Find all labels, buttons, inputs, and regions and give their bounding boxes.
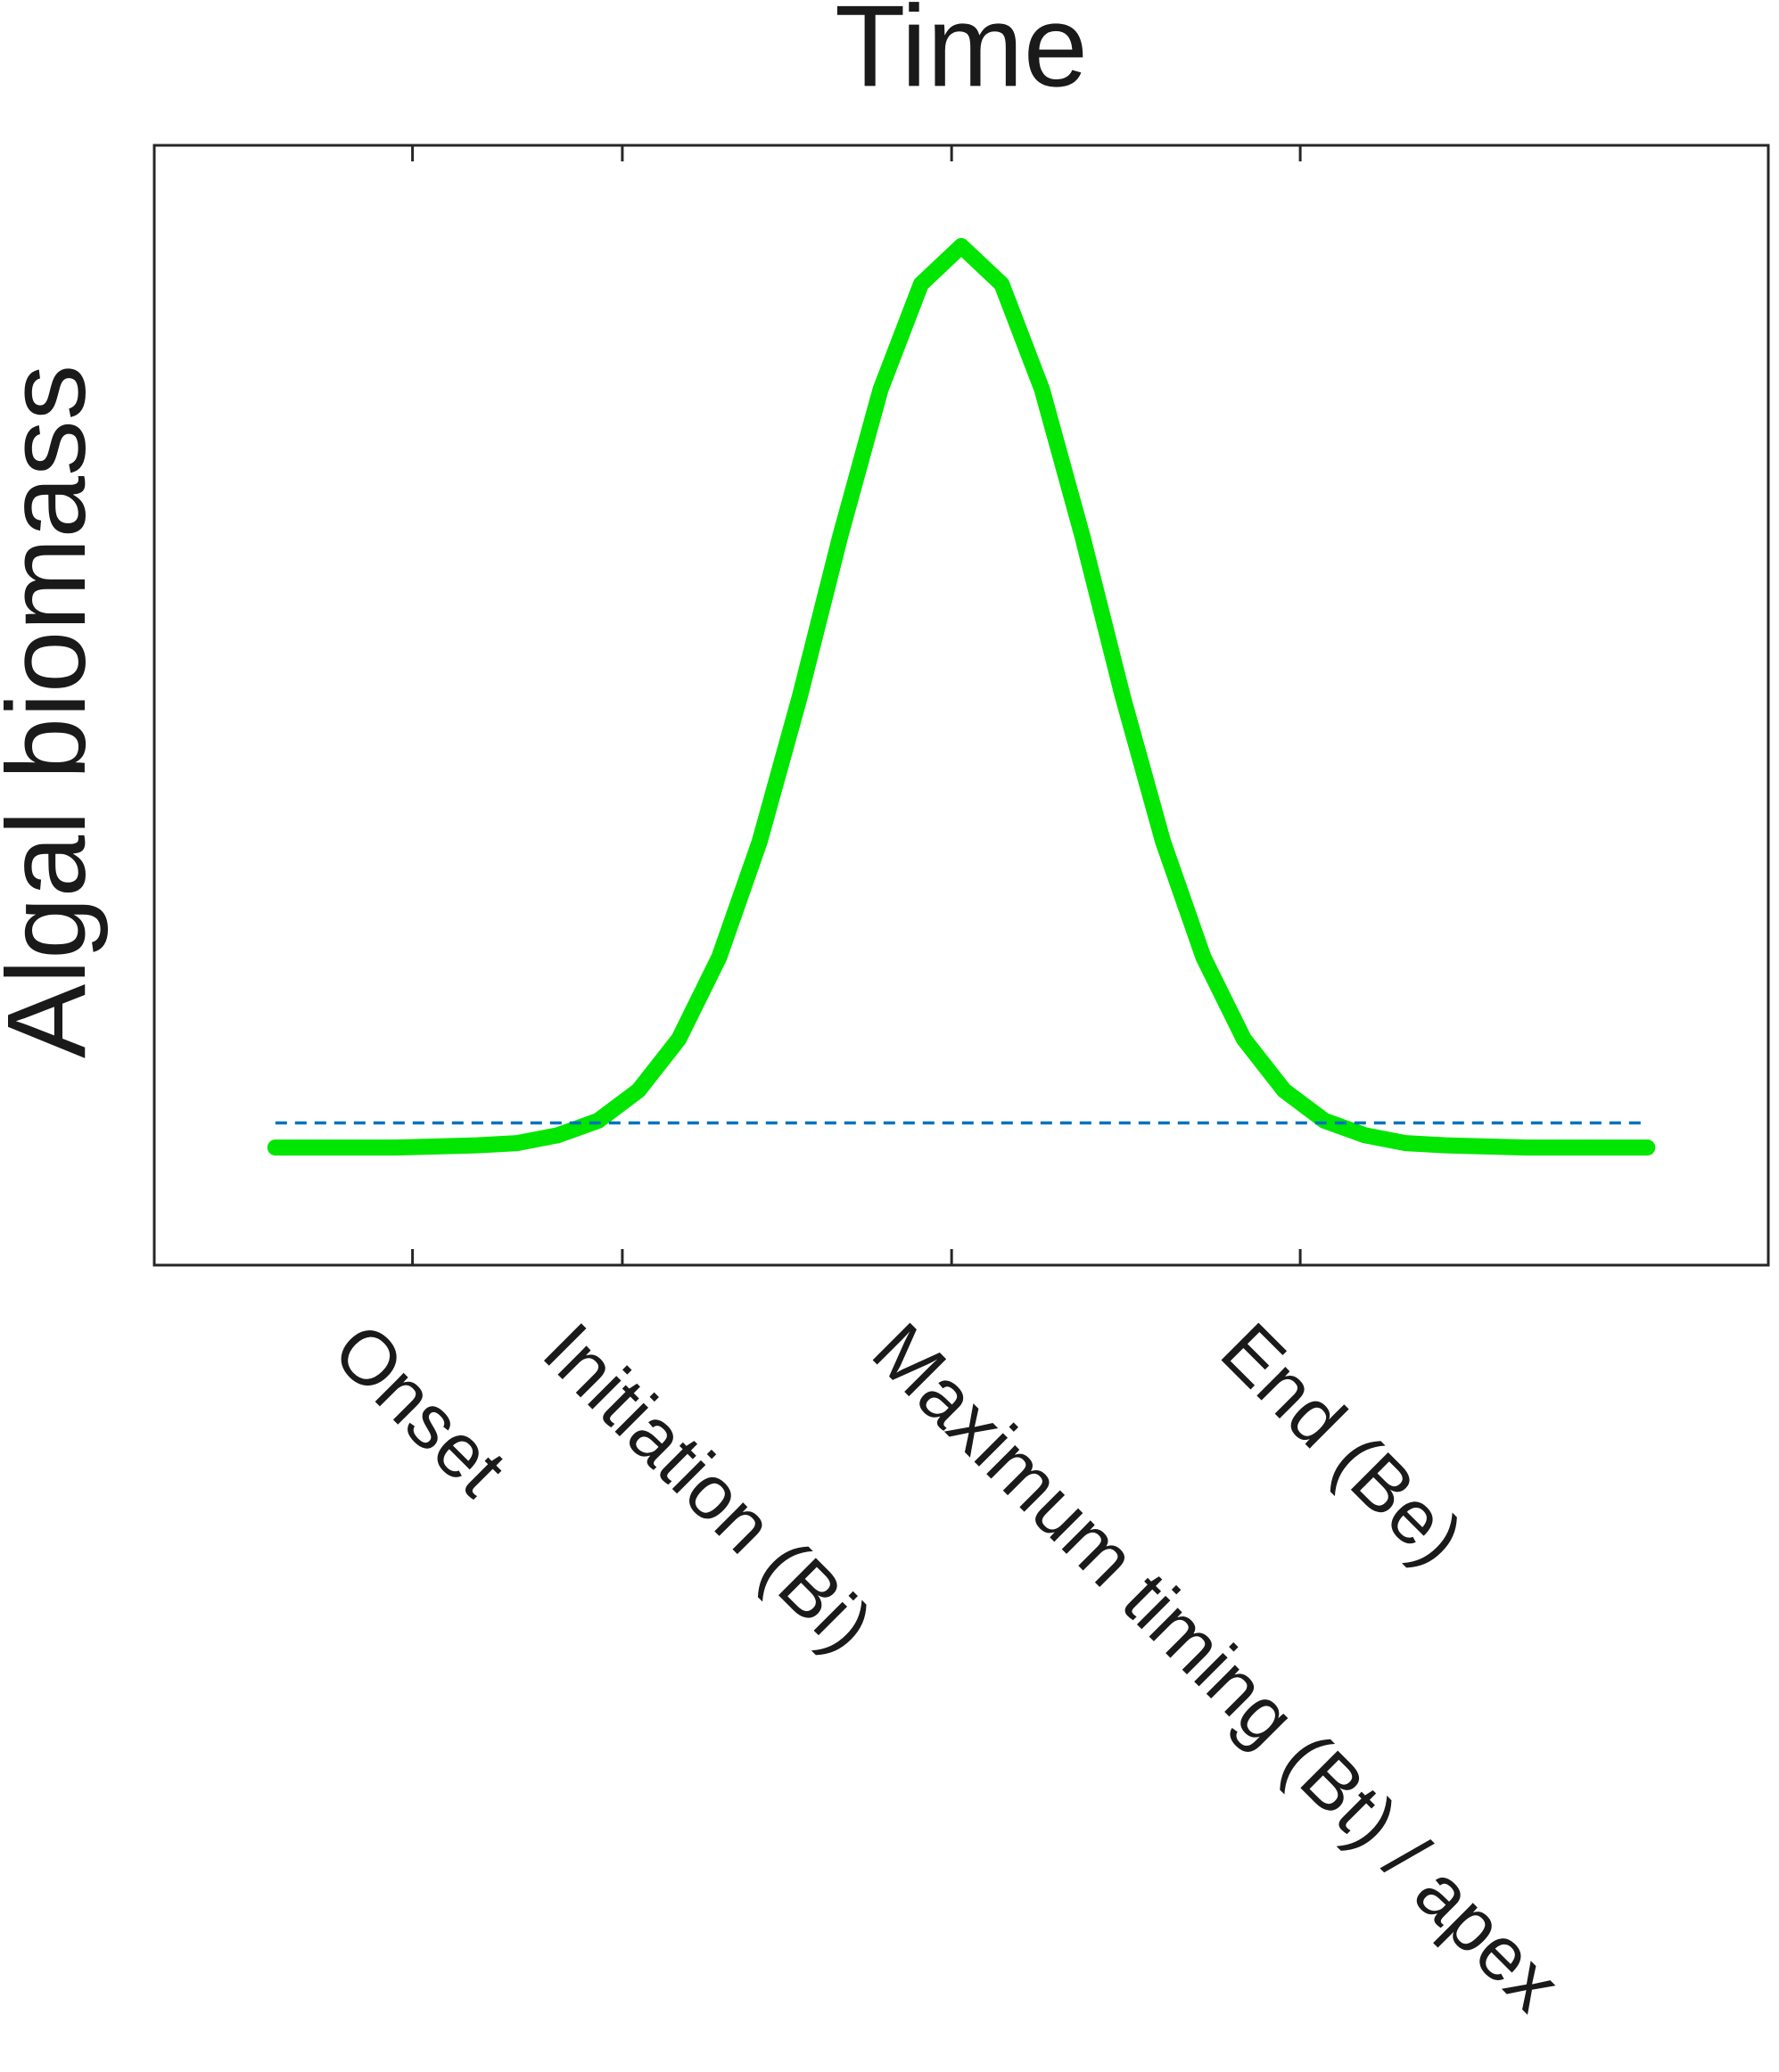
plot-frame <box>152 144 1770 1267</box>
x-tick-label: Onset <box>317 1307 523 1512</box>
biomass-curve <box>267 238 1656 1156</box>
x-tick-label: Initiation (Bi) <box>527 1307 889 1669</box>
axis-title-time: Time <box>835 0 1088 111</box>
x-tick-label: End (Be) <box>1205 1307 1479 1582</box>
x-tick-label: Maximum timing (Bt) / apex <box>856 1307 1577 2027</box>
y-axis-label: Algal biomass <box>0 365 109 1058</box>
